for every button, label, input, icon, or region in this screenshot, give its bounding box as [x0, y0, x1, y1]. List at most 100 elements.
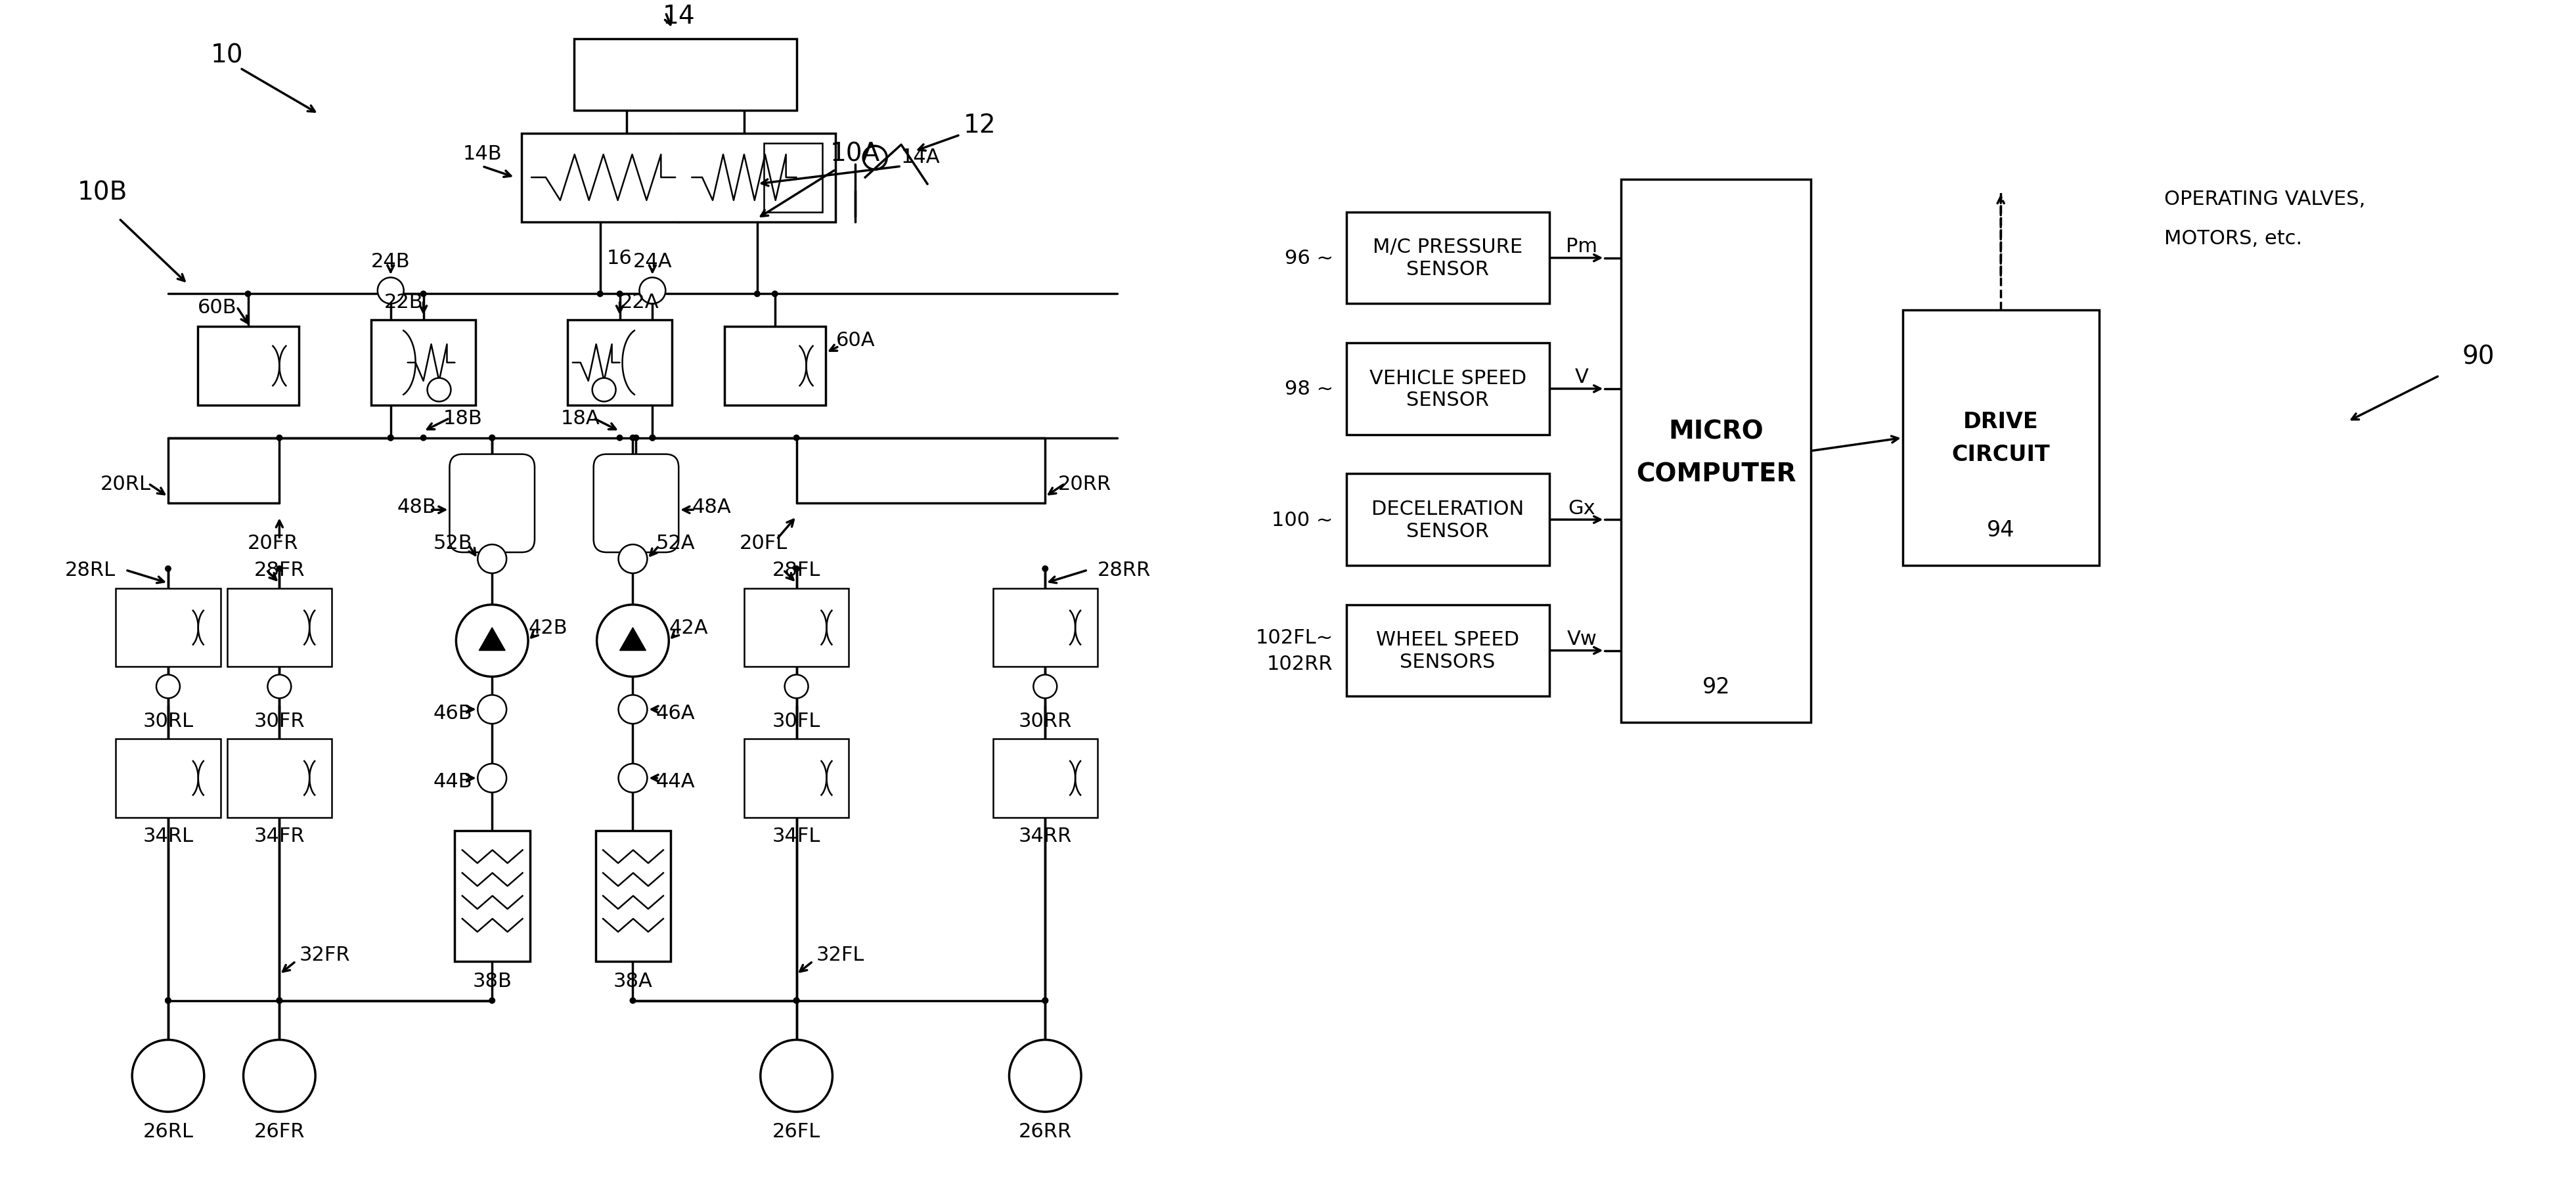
- Circle shape: [268, 675, 291, 699]
- Circle shape: [165, 997, 173, 1005]
- Circle shape: [477, 764, 507, 793]
- Bar: [116, 588, 222, 668]
- Circle shape: [276, 997, 283, 1005]
- Circle shape: [489, 997, 495, 1005]
- Text: 48B: 48B: [397, 497, 435, 516]
- Circle shape: [386, 435, 394, 442]
- Text: 14B: 14B: [464, 144, 502, 164]
- Text: 14: 14: [662, 4, 696, 29]
- Bar: [1347, 474, 1548, 565]
- Text: 12: 12: [963, 113, 997, 138]
- Circle shape: [793, 565, 799, 573]
- Text: 28RR: 28RR: [1097, 561, 1151, 580]
- Text: 22A: 22A: [621, 292, 659, 312]
- Text: 96 ~: 96 ~: [1285, 249, 1334, 268]
- Text: Gx: Gx: [1569, 499, 1595, 517]
- Bar: [595, 830, 670, 961]
- Circle shape: [1033, 675, 1056, 699]
- Circle shape: [616, 435, 623, 442]
- Polygon shape: [479, 628, 505, 651]
- Circle shape: [629, 997, 636, 1005]
- Circle shape: [489, 435, 495, 442]
- Circle shape: [242, 1039, 314, 1112]
- Text: V: V: [1574, 368, 1589, 387]
- Text: 32FL: 32FL: [817, 946, 866, 965]
- Circle shape: [634, 435, 639, 442]
- Circle shape: [386, 435, 394, 442]
- Bar: [1347, 213, 1548, 304]
- Text: 28FL: 28FL: [773, 561, 822, 580]
- Circle shape: [616, 291, 623, 297]
- Text: 44B: 44B: [433, 772, 471, 792]
- Circle shape: [598, 291, 603, 297]
- Bar: [1904, 310, 2099, 565]
- Circle shape: [639, 278, 665, 304]
- Text: 52B: 52B: [433, 533, 471, 552]
- Text: DECELERATION
SENSOR: DECELERATION SENSOR: [1370, 499, 1525, 540]
- Text: 38A: 38A: [613, 972, 652, 990]
- Bar: [992, 739, 1097, 818]
- Text: Vw: Vw: [1566, 629, 1597, 648]
- Text: OPERATING VALVES,: OPERATING VALVES,: [2164, 190, 2365, 209]
- Bar: [762, 144, 822, 213]
- Text: 30FL: 30FL: [773, 711, 822, 730]
- Text: 26FR: 26FR: [255, 1122, 304, 1140]
- Circle shape: [618, 695, 647, 724]
- Circle shape: [618, 764, 647, 793]
- Circle shape: [276, 565, 283, 573]
- Bar: [198, 327, 299, 405]
- Circle shape: [793, 997, 799, 1005]
- Text: 18B: 18B: [443, 409, 482, 428]
- Text: 18A: 18A: [562, 409, 600, 428]
- Circle shape: [477, 545, 507, 574]
- Text: WHEEL SPEED
SENSORS: WHEEL SPEED SENSORS: [1376, 630, 1520, 671]
- Polygon shape: [621, 628, 647, 651]
- Circle shape: [489, 435, 495, 442]
- Bar: [1347, 605, 1548, 697]
- Text: 34FL: 34FL: [773, 826, 822, 846]
- Text: 60A: 60A: [835, 331, 876, 350]
- Text: COMPUTER: COMPUTER: [1636, 462, 1795, 487]
- Circle shape: [165, 997, 173, 1005]
- Circle shape: [649, 435, 657, 442]
- Text: 16: 16: [608, 249, 634, 268]
- Text: 98 ~: 98 ~: [1285, 380, 1334, 398]
- Text: CIRCUIT: CIRCUIT: [1953, 444, 2050, 466]
- Text: 20FL: 20FL: [739, 533, 788, 552]
- Circle shape: [629, 435, 636, 442]
- Text: 42A: 42A: [670, 618, 708, 638]
- Bar: [227, 588, 332, 668]
- Text: 46A: 46A: [657, 704, 696, 722]
- Circle shape: [863, 147, 886, 170]
- Text: 44A: 44A: [657, 772, 696, 792]
- Text: Pm: Pm: [1566, 237, 1597, 256]
- Bar: [744, 739, 850, 818]
- Text: 34FR: 34FR: [255, 826, 304, 846]
- Bar: [116, 739, 222, 818]
- Text: 14A: 14A: [902, 148, 940, 166]
- Text: 20RL: 20RL: [100, 474, 152, 493]
- Bar: [371, 320, 477, 405]
- Text: 32FR: 32FR: [299, 946, 350, 965]
- Circle shape: [428, 379, 451, 402]
- Circle shape: [420, 435, 428, 442]
- Circle shape: [1010, 1039, 1082, 1112]
- FancyBboxPatch shape: [592, 455, 677, 552]
- Text: 102FL~: 102FL~: [1255, 628, 1334, 647]
- Circle shape: [1041, 997, 1048, 1005]
- Bar: [744, 588, 850, 668]
- Text: 94: 94: [1986, 518, 2014, 540]
- Circle shape: [598, 605, 670, 677]
- FancyBboxPatch shape: [451, 455, 536, 552]
- Circle shape: [245, 291, 252, 297]
- Bar: [567, 320, 672, 405]
- Text: 90: 90: [2463, 344, 2496, 369]
- Text: 22B: 22B: [384, 292, 422, 312]
- Text: 48A: 48A: [693, 497, 732, 516]
- Circle shape: [1041, 997, 1048, 1005]
- Text: 28RL: 28RL: [64, 561, 116, 580]
- Bar: [992, 588, 1097, 668]
- Text: 26RR: 26RR: [1018, 1122, 1072, 1140]
- Circle shape: [1041, 565, 1048, 573]
- Text: 102RR: 102RR: [1267, 654, 1334, 674]
